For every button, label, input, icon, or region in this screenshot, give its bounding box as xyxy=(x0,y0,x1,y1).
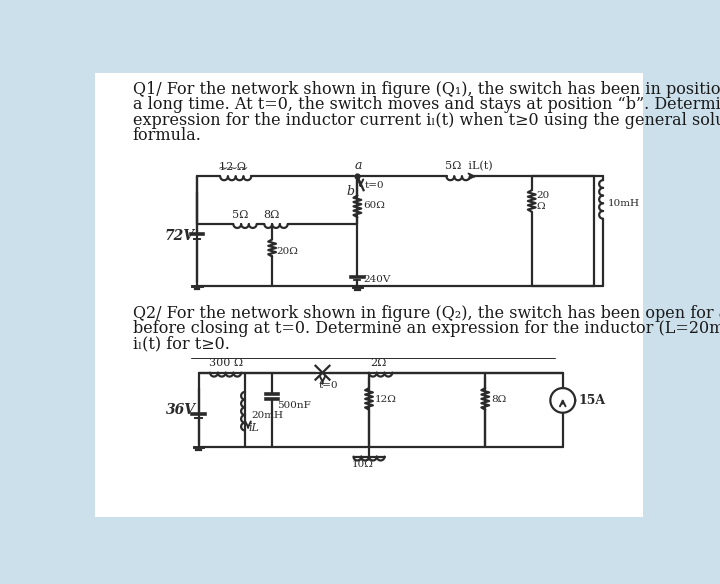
Text: iₗ(t) for t≥0.: iₗ(t) for t≥0. xyxy=(132,336,230,353)
Text: 20Ω: 20Ω xyxy=(276,246,298,256)
Text: Q1/ For the network shown in figure (Q₁), the switch has been in position “a” fo: Q1/ For the network shown in figure (Q₁)… xyxy=(132,81,720,98)
Text: 8Ω: 8Ω xyxy=(492,395,507,404)
Text: 500nF: 500nF xyxy=(276,401,310,409)
Text: 10Ω: 10Ω xyxy=(352,460,374,469)
Text: before closing at t=0. Determine an expression for the inductor (L=20mH) current: before closing at t=0. Determine an expr… xyxy=(132,321,720,338)
Text: 5Ω: 5Ω xyxy=(232,210,248,220)
Text: 36V: 36V xyxy=(166,403,196,417)
Text: 10mH: 10mH xyxy=(608,199,639,208)
Text: b: b xyxy=(346,185,354,198)
Text: 20
Ω: 20 Ω xyxy=(536,192,549,211)
Text: 12 Ω: 12 Ω xyxy=(219,162,246,172)
Text: t=0: t=0 xyxy=(319,381,338,390)
Text: a long time. At t=0, the switch moves and stays at position “b”. Determine an: a long time. At t=0, the switch moves an… xyxy=(132,96,720,113)
Text: 60Ω: 60Ω xyxy=(364,201,385,210)
Text: 12Ω: 12Ω xyxy=(375,395,397,404)
FancyBboxPatch shape xyxy=(94,73,644,517)
Text: formula.: formula. xyxy=(132,127,202,144)
Text: Q2/ For the network shown in figure (Q₂), the switch has been open for a long ti: Q2/ For the network shown in figure (Q₂)… xyxy=(132,305,720,322)
Text: 300 Ω: 300 Ω xyxy=(209,359,243,369)
Text: 8Ω: 8Ω xyxy=(263,210,279,220)
Text: 2Ω: 2Ω xyxy=(371,359,387,369)
Text: ~~~: ~~~ xyxy=(218,162,249,175)
Text: expression for the inductor current iₗ(t) when t≥0 using the general solution: expression for the inductor current iₗ(t… xyxy=(132,112,720,128)
Text: 20mH: 20mH xyxy=(251,411,283,419)
Text: 240V: 240V xyxy=(364,275,391,284)
Text: iL: iL xyxy=(248,423,259,433)
Text: 72V: 72V xyxy=(164,228,194,242)
Text: a: a xyxy=(354,159,361,172)
Text: t=0: t=0 xyxy=(365,181,384,190)
Text: 5Ω  iL(t): 5Ω iL(t) xyxy=(445,161,492,172)
Text: 15A: 15A xyxy=(578,394,606,407)
